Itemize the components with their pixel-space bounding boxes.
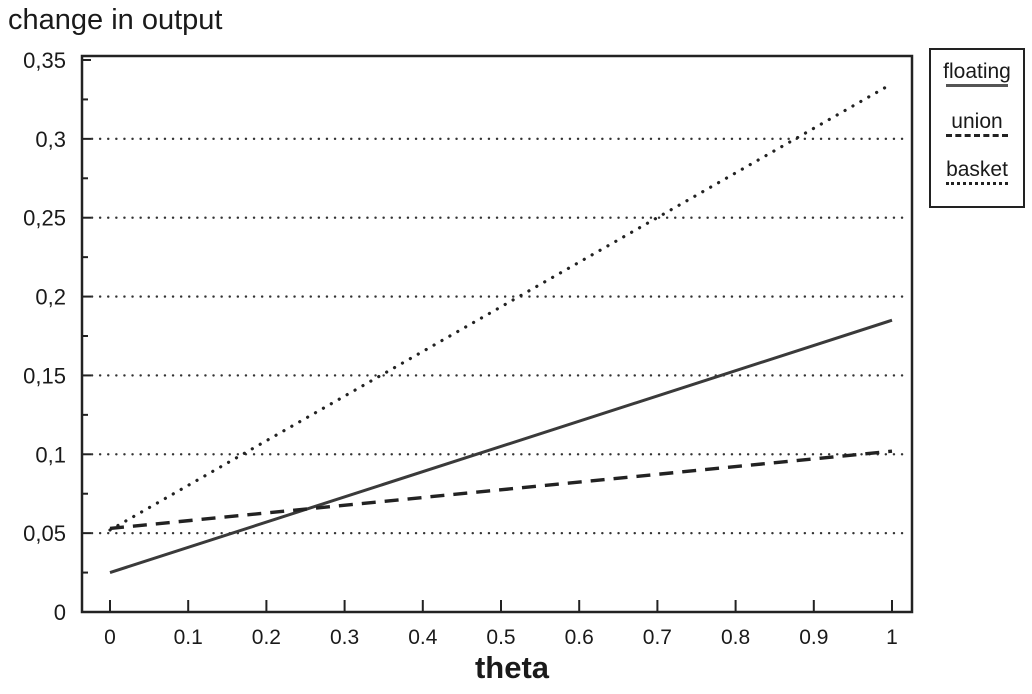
legend: floating union basket xyxy=(929,48,1025,208)
x-tick-label: 0.1 xyxy=(174,626,203,649)
x-tick-label: 0 xyxy=(104,626,116,649)
x-tick-label: 0.7 xyxy=(643,626,672,649)
y-tick-label: 0,1 xyxy=(35,442,66,467)
x-tick-label: 1 xyxy=(886,626,898,649)
legend-swatch-basket xyxy=(946,182,1008,185)
x-axis-title: theta xyxy=(474,650,550,685)
gridlines xyxy=(90,137,912,535)
x-tick-label: 0.2 xyxy=(252,626,281,649)
y-axis: 0 0,05 0,1 0,15 0,2 0,25 0,3 0,35 xyxy=(23,48,91,625)
legend-swatch-floating xyxy=(946,84,1008,87)
legend-item-floating: floating xyxy=(931,60,1023,87)
series-line-union xyxy=(109,449,893,531)
legend-label-floating: floating xyxy=(943,60,1011,83)
x-tick-label: 0.6 xyxy=(565,626,594,649)
x-axis: 0 0.1 0.2 0.3 0.4 0.5 0.6 0.7 0.8 0.9 1 xyxy=(104,600,898,649)
series-lines xyxy=(108,82,894,574)
series-line-floating xyxy=(109,318,893,574)
legend-swatch-union xyxy=(946,134,1008,137)
legend-item-basket: basket xyxy=(931,158,1023,185)
y-tick-label: 0 xyxy=(54,600,66,625)
x-axis-title-wrap: theta xyxy=(0,650,1000,686)
y-tick-label: 0,25 xyxy=(23,206,66,231)
legend-label-basket: basket xyxy=(946,158,1008,181)
y-tick-label: 0,15 xyxy=(23,363,66,388)
x-tick-label: 0.8 xyxy=(721,626,750,649)
y-tick-label: 0,3 xyxy=(35,127,66,152)
y-tick-label: 0,05 xyxy=(23,521,66,546)
x-tick-label: 0.9 xyxy=(799,626,828,649)
x-tick-label: 0.5 xyxy=(486,626,515,649)
legend-item-union: union xyxy=(931,110,1023,137)
y-tick-label: 0,35 xyxy=(23,48,66,73)
x-tick-label: 0.4 xyxy=(408,626,438,649)
y-axis-title: change in output xyxy=(8,4,223,36)
y-tick-label: 0,2 xyxy=(35,285,66,310)
plot-frame xyxy=(80,54,914,614)
x-tick-label: 0.3 xyxy=(330,626,359,649)
legend-label-union: union xyxy=(951,110,1003,133)
